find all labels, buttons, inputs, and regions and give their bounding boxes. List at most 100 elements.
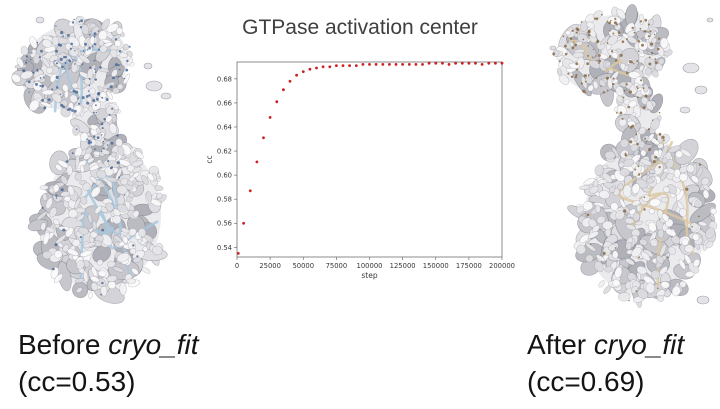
model-atom-speck bbox=[28, 91, 30, 93]
density-lump-small bbox=[134, 180, 145, 186]
model-atom-speck bbox=[627, 105, 630, 109]
density-lump-small bbox=[112, 214, 122, 225]
density-lump-small bbox=[595, 204, 601, 214]
density-lump-small bbox=[71, 60, 78, 74]
model-atom-speck bbox=[68, 59, 71, 62]
model-atom-speck bbox=[635, 290, 638, 293]
model-atom-speck bbox=[653, 33, 656, 36]
model-atom-speck bbox=[54, 243, 58, 247]
data-point bbox=[421, 63, 424, 66]
density-lump-small bbox=[671, 201, 678, 212]
density-lump-small bbox=[156, 192, 163, 200]
density-lump-small bbox=[116, 27, 123, 35]
density-lump-small bbox=[87, 157, 95, 164]
density-lump-small bbox=[648, 208, 655, 215]
density-lump-small bbox=[113, 235, 123, 243]
model-atom-speck bbox=[32, 71, 35, 74]
model-atom-speck bbox=[110, 141, 114, 145]
model-atom-speck bbox=[647, 23, 650, 26]
model-atom-speck bbox=[64, 62, 67, 64]
model-atom-speck bbox=[552, 52, 556, 56]
model-atom-speck bbox=[102, 147, 105, 150]
density-lump-small bbox=[109, 49, 118, 58]
cryoem-map-before bbox=[11, 16, 172, 304]
model-atom-speck bbox=[47, 98, 51, 102]
model-atom-speck bbox=[633, 63, 635, 65]
model-atom-speck bbox=[123, 77, 126, 80]
x-tick-label: 175000 bbox=[456, 262, 482, 270]
model-atom-speck bbox=[79, 26, 83, 29]
density-lump-small bbox=[62, 84, 69, 92]
model-atom-speck bbox=[55, 49, 59, 53]
density-lump-small bbox=[645, 67, 652, 76]
model-atom-speck bbox=[100, 293, 102, 296]
density-lump-small bbox=[647, 221, 657, 233]
data-point bbox=[348, 64, 351, 67]
density-lump-small bbox=[659, 37, 669, 49]
model-atom-speck bbox=[96, 92, 100, 96]
density-lump-small bbox=[686, 164, 695, 173]
density-lump-small bbox=[556, 68, 563, 77]
density-lump-small bbox=[639, 238, 648, 246]
density-lump-small bbox=[598, 190, 610, 200]
model-atom-speck bbox=[637, 165, 640, 168]
density-lump-small bbox=[97, 67, 110, 73]
density-lump-small bbox=[36, 211, 48, 221]
model-atom-speck bbox=[625, 83, 628, 86]
model-atom-speck bbox=[55, 75, 59, 79]
density-lump-small bbox=[630, 144, 639, 152]
density-lump-small bbox=[582, 201, 594, 211]
model-atom-speck bbox=[575, 31, 578, 34]
model-atom-speck bbox=[99, 66, 102, 69]
data-point bbox=[394, 63, 398, 66]
model-atom-speck bbox=[61, 65, 64, 69]
model-atom-speck bbox=[636, 96, 639, 98]
model-atom-speck bbox=[628, 300, 630, 302]
density-lump-small bbox=[638, 52, 646, 57]
density-lump-small bbox=[138, 228, 147, 238]
model-atom-speck bbox=[644, 137, 647, 140]
model-atom-speck bbox=[100, 134, 103, 136]
model-atom-speck bbox=[651, 52, 654, 55]
model-atom-speck bbox=[574, 43, 577, 47]
density-lump-small bbox=[54, 250, 63, 259]
density-fragment bbox=[696, 295, 710, 305]
density-lump-small bbox=[79, 250, 93, 257]
density-lump-small bbox=[657, 229, 665, 239]
model-atom-speck bbox=[691, 226, 693, 228]
density-lump-small bbox=[146, 190, 153, 203]
model-atom-speck bbox=[75, 128, 78, 131]
model-atom-speck bbox=[87, 49, 89, 51]
data-point bbox=[381, 63, 385, 66]
before-caption-cc: (cc=0.53) bbox=[18, 366, 136, 397]
model-atom-speck bbox=[73, 18, 75, 21]
density-lump-small bbox=[46, 66, 54, 75]
model-atom-speck bbox=[87, 90, 90, 92]
density-lump-small bbox=[661, 213, 669, 222]
density-lump-small bbox=[576, 244, 586, 255]
model-atom-speck bbox=[105, 98, 109, 101]
model-atom-speck bbox=[36, 69, 39, 72]
density-lump-small bbox=[663, 186, 670, 193]
data-point bbox=[268, 116, 272, 119]
x-tick-label: 25000 bbox=[259, 262, 281, 270]
density-lump-small bbox=[76, 260, 85, 270]
model-atom-speck bbox=[580, 21, 583, 23]
density-lump-small bbox=[619, 168, 631, 177]
density-lump-small bbox=[45, 197, 53, 210]
data-point bbox=[494, 61, 497, 65]
density-lump-small bbox=[680, 148, 692, 158]
model-atom-speck bbox=[116, 85, 118, 87]
density-lump-small bbox=[117, 83, 124, 90]
density-lump-small bbox=[126, 180, 134, 187]
model-atom-speck bbox=[647, 128, 651, 131]
density-lump-small bbox=[74, 172, 82, 181]
model-atom-speck bbox=[648, 148, 652, 151]
density-lump-small bbox=[587, 84, 594, 92]
model-atom-speck bbox=[652, 160, 656, 163]
density-lump-small bbox=[649, 169, 656, 174]
density-lump-small bbox=[636, 204, 642, 212]
density-lump-small bbox=[89, 87, 96, 95]
density-lump-small bbox=[691, 175, 699, 184]
density-lump-small bbox=[132, 257, 142, 263]
